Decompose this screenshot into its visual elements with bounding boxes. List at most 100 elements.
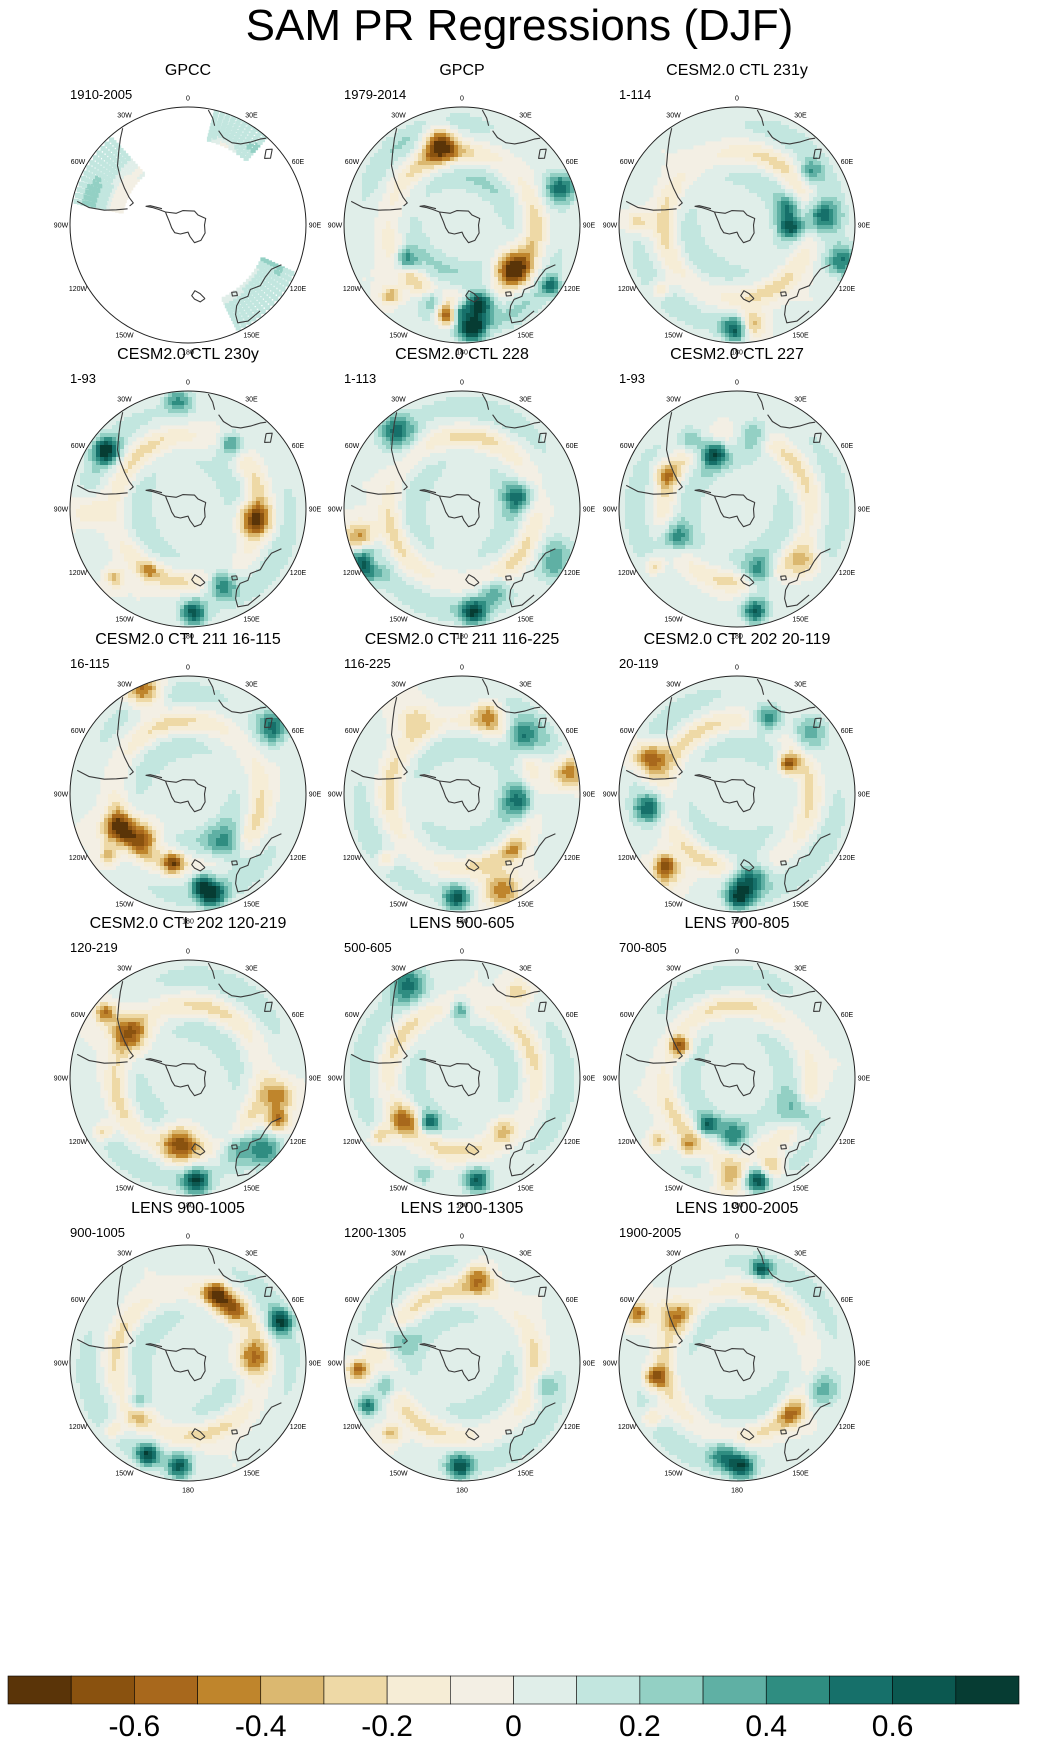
field-cell (797, 229, 802, 234)
land-cell (121, 176, 127, 182)
field-cell (546, 181, 551, 186)
field-cell (398, 265, 403, 270)
field-cell (486, 285, 491, 290)
land-cell (268, 278, 274, 284)
field-cell (534, 145, 539, 150)
field-cell (530, 153, 535, 158)
field-cell (681, 233, 686, 238)
field-cell (410, 317, 415, 322)
field-cell (554, 229, 559, 234)
field-cell (773, 245, 778, 250)
field-cell (402, 229, 407, 234)
field-cell (649, 249, 654, 254)
field-cell (570, 193, 575, 198)
field-cell (366, 277, 371, 282)
land-cell (118, 147, 124, 154)
land-cell (116, 145, 122, 151)
field-cell (406, 141, 411, 146)
field-cell (378, 157, 383, 162)
field-cell (494, 277, 499, 282)
field-cell (486, 201, 491, 206)
field-cell (430, 133, 435, 138)
field-cell (805, 149, 810, 154)
field-cell (454, 269, 459, 274)
field-cell (757, 169, 762, 174)
field-cell (482, 237, 487, 242)
field-cell (502, 205, 507, 210)
field-cell (769, 157, 774, 162)
land-cell (118, 173, 124, 180)
field-cell (681, 173, 686, 178)
field-cell (729, 117, 734, 122)
field-cell (530, 133, 535, 138)
field-cell (693, 221, 698, 226)
field-cell (390, 313, 395, 318)
field-cell (665, 197, 670, 202)
field-cell (354, 229, 359, 234)
field-cell (829, 169, 834, 174)
field-cell (681, 241, 686, 246)
field-cell (510, 145, 515, 150)
field-cell (402, 305, 407, 310)
field-cell (725, 189, 730, 194)
land-cell (104, 169, 110, 176)
field-cell (346, 217, 351, 222)
land-cell (101, 190, 107, 196)
land-cell (230, 130, 236, 136)
field-cell (749, 281, 754, 286)
field-cell (757, 237, 762, 242)
field-cell (538, 205, 543, 210)
field-cell (709, 229, 714, 234)
field-cell (426, 301, 431, 306)
field-cell (366, 153, 371, 158)
land-cell (211, 137, 217, 144)
field-cell (494, 169, 499, 174)
land-cell (113, 181, 120, 187)
land-cell (102, 180, 108, 186)
field-cell (629, 245, 634, 250)
field-cell (490, 185, 495, 190)
field-cell (438, 109, 443, 114)
field-cell (797, 233, 802, 238)
field-cell (478, 121, 483, 126)
field-cell (382, 137, 387, 142)
field-cell (550, 237, 555, 242)
field-cell (729, 133, 734, 138)
field-cell (729, 217, 734, 222)
field-cell (514, 137, 519, 142)
field-cell (693, 193, 698, 198)
field-cell (761, 269, 766, 274)
field-cell (681, 225, 686, 230)
land-cell (110, 173, 116, 179)
field-cell (745, 201, 750, 206)
field-cell (749, 125, 754, 130)
field-cell (769, 221, 774, 226)
field-cell (438, 161, 443, 166)
field-cell (434, 329, 439, 334)
field-cell (729, 261, 734, 266)
coastline (218, 130, 267, 145)
field-cell (514, 257, 519, 262)
field-cell (390, 149, 395, 154)
field-cell (745, 197, 750, 202)
field-cell (809, 209, 814, 214)
field-cell (378, 153, 383, 158)
field-cell (514, 217, 519, 222)
field-cell (358, 261, 363, 266)
field-cell (837, 197, 842, 202)
field-cell (538, 285, 543, 290)
field-cell (498, 213, 503, 218)
field-cell (741, 201, 746, 206)
field-cell (805, 257, 810, 262)
field-cell (474, 117, 479, 122)
field-cell (534, 217, 539, 222)
field-cell (434, 249, 439, 254)
field-cell (522, 305, 527, 310)
field-cell (641, 201, 646, 206)
field-cell (641, 221, 646, 226)
land-cell (289, 270, 295, 277)
field-cell (538, 233, 543, 238)
field-cell (721, 225, 726, 230)
field-cell (426, 297, 431, 302)
field-cell (797, 137, 802, 142)
